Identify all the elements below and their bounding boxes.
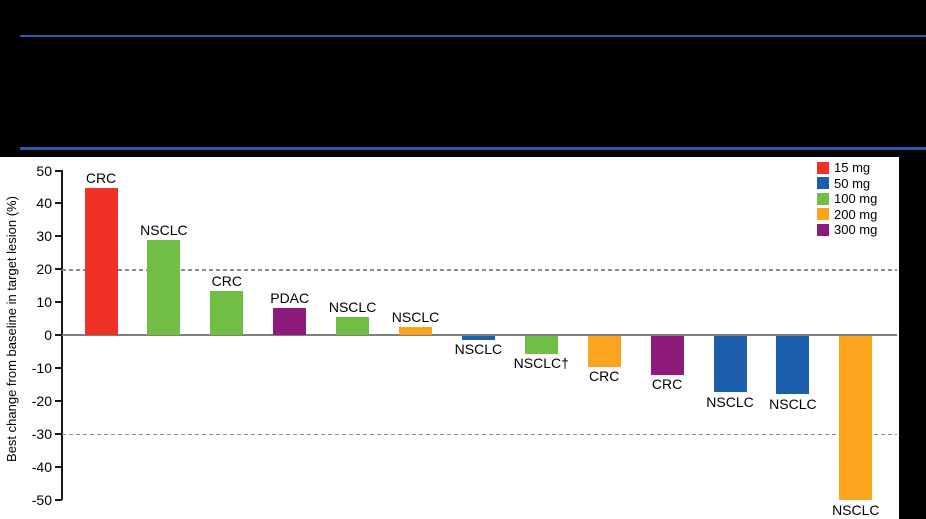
waterfall-bar xyxy=(650,335,684,376)
legend-item: 15 mg xyxy=(817,161,877,175)
waterfall-bar xyxy=(839,335,873,501)
legend-swatch xyxy=(817,192,829,205)
y-tick-label: 0 xyxy=(44,327,52,343)
y-tick-label: -30 xyxy=(31,425,52,442)
legend-label: 100 mg xyxy=(834,191,878,207)
y-tick-mark xyxy=(55,202,62,205)
legend-item: 200 mg xyxy=(817,208,877,222)
waterfall-bar xyxy=(587,335,621,367)
waterfall-bar xyxy=(461,335,495,340)
bar-label: NSCLC xyxy=(706,393,754,410)
legend-label: 200 mg xyxy=(834,206,878,222)
reference-line xyxy=(62,269,897,271)
y-tick-label: -50 xyxy=(31,491,52,508)
waterfall-bar xyxy=(713,335,747,393)
header-rule-top xyxy=(20,35,926,37)
y-tick-label: 30 xyxy=(36,228,52,245)
waterfall-bar xyxy=(336,317,370,335)
bar-label: CRC xyxy=(589,368,620,385)
legend: 15 mg 50 mg 100 mg 200 mg 300 mg xyxy=(817,161,877,237)
waterfall-bar xyxy=(524,335,558,354)
legend-item: 50 mg xyxy=(817,177,877,191)
bar-label: CRC xyxy=(211,272,242,289)
legend-label: 50 mg xyxy=(834,175,871,191)
legend-swatch xyxy=(817,177,829,190)
bar-label: CRC xyxy=(85,169,117,186)
reference-line xyxy=(62,433,897,436)
y-tick-label: 10 xyxy=(36,294,52,311)
y-tick-mark xyxy=(55,465,62,468)
waterfall-chart-panel: Best change from baseline in target lesi… xyxy=(0,157,899,519)
y-tick-mark xyxy=(55,498,62,501)
y-tick-label: -40 xyxy=(31,458,52,475)
y-tick-mark xyxy=(55,301,62,304)
legend-swatch xyxy=(817,208,829,221)
y-tick-mark xyxy=(55,399,62,402)
header-rule-bottom xyxy=(20,147,926,150)
bar-label: PDAC xyxy=(270,289,310,306)
y-tick-mark xyxy=(55,334,62,336)
y-tick-mark xyxy=(55,366,62,369)
y-tick-label: -20 xyxy=(31,392,52,409)
y-tick-label: 20 xyxy=(36,261,52,278)
bar-label: NSCLC xyxy=(454,340,503,357)
waterfall-bar xyxy=(210,290,244,335)
y-tick-mark xyxy=(55,268,62,271)
zero-baseline xyxy=(62,334,897,336)
y-tick-mark xyxy=(55,235,62,238)
legend-swatch xyxy=(817,223,829,236)
bar-label: NSCLC xyxy=(769,395,817,412)
legend-item: 100 mg xyxy=(817,192,877,206)
bar-label: NSCLC xyxy=(328,299,377,316)
y-tick-label: -10 xyxy=(31,359,52,376)
y-tick-label: 50 xyxy=(36,162,52,179)
y-tick-label: 40 xyxy=(36,195,52,212)
bar-label: CRC xyxy=(651,376,683,393)
waterfall-bar xyxy=(399,327,432,335)
redacted-header xyxy=(0,0,926,157)
waterfall-bar xyxy=(147,240,181,335)
legend-swatch xyxy=(817,161,829,174)
waterfall-bar xyxy=(273,307,307,335)
y-tick-mark xyxy=(55,169,62,172)
legend-label: 15 mg xyxy=(834,160,871,176)
waterfall-bar xyxy=(776,335,810,395)
bar-label: NSCLC xyxy=(832,501,880,518)
bar-label: NSCLC xyxy=(391,309,440,326)
legend-item: 300 mg xyxy=(817,223,877,237)
waterfall-bar xyxy=(84,187,118,335)
bar-label: NSCLC† xyxy=(513,355,569,372)
bar-label: NSCLC xyxy=(140,222,188,239)
y-tick-mark xyxy=(55,432,62,435)
legend-label: 300 mg xyxy=(834,222,878,238)
